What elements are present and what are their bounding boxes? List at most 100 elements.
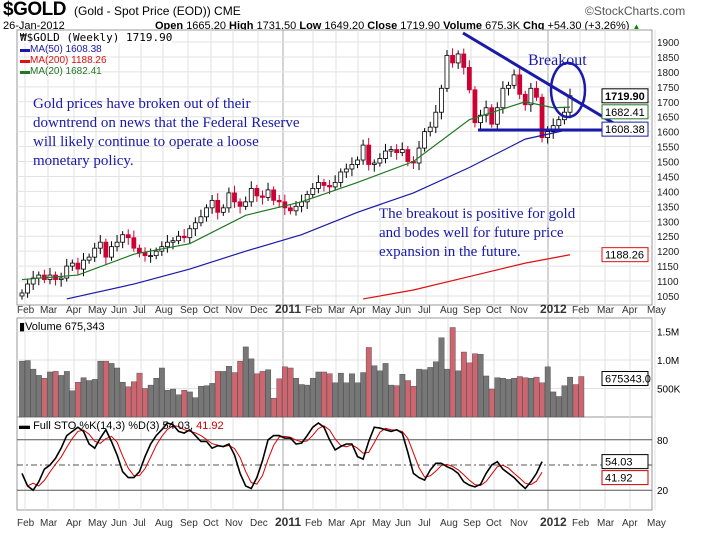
y-tick-label: 1150 (657, 262, 679, 273)
volume-bar (304, 384, 311, 418)
volume-label: Volume (443, 20, 483, 32)
y-tick-label: 1300 (657, 217, 680, 228)
x-tick-label: Apr (66, 305, 82, 316)
x-tick-label: Oct (486, 305, 502, 316)
volume-bar (91, 379, 98, 418)
annotation-note-1: Gold prices have broken out of their dow… (33, 96, 300, 169)
x-tick-label: Dec (250, 305, 268, 316)
volume-bar (35, 375, 42, 418)
candle (338, 171, 344, 183)
candle (489, 107, 495, 125)
x-tick-label: Nov (225, 305, 243, 316)
candle (170, 240, 176, 243)
legend-ma20-text: MA(20) 1682.41 (30, 66, 102, 77)
candle (422, 131, 428, 149)
x-tick-label: Aug (440, 518, 458, 529)
sto-tick-label: 20 (657, 486, 669, 497)
candle (220, 207, 226, 213)
volume-bar (539, 382, 546, 418)
candle (58, 277, 64, 280)
volume-bar (153, 378, 160, 418)
x-tick-label: May (88, 518, 107, 529)
candle (483, 107, 489, 116)
volume-bar (192, 397, 199, 418)
volume-bar (377, 370, 383, 418)
close-value: 1719.90 (400, 20, 441, 32)
y-tick-label: 1700 (657, 98, 680, 109)
candle (394, 149, 400, 153)
x-tick-label: Dec (250, 518, 268, 529)
candle (204, 207, 209, 218)
volume-bar (354, 382, 361, 418)
volume-bar (315, 371, 322, 418)
x-tick-label: Jun (395, 518, 411, 529)
candle (366, 144, 372, 165)
volume-bar (455, 370, 462, 418)
candle (433, 111, 439, 128)
volume-bar (170, 388, 176, 418)
x-tick-label: Apr (622, 518, 638, 529)
x-tick-label: Apr (622, 305, 638, 316)
volume-bar (332, 382, 339, 418)
volume-bar (186, 391, 193, 418)
candle (405, 149, 411, 162)
volume-bar (41, 378, 48, 418)
volume-bar (220, 371, 227, 418)
x-tick-label: 2012 (540, 302, 567, 316)
y-tick-label: 1050 (657, 292, 680, 303)
exchange: CME (214, 4, 241, 18)
tag-sto-d: 41.92 (605, 473, 633, 485)
volume-bar (556, 396, 562, 418)
candle (517, 74, 523, 95)
x-tick-label: May (647, 518, 666, 529)
x-tick-label: Jun (111, 305, 127, 316)
candle (383, 150, 388, 159)
volume-bar (578, 376, 585, 418)
volume-bar (544, 366, 551, 418)
legend-ma200-text: MA(200) 1188.26 (30, 55, 107, 66)
volume-bar (19, 360, 25, 418)
candle (399, 149, 405, 153)
y-tick-label: 1550 (657, 143, 680, 154)
volume-bar (388, 384, 395, 418)
volume-bar (181, 390, 188, 418)
volume-bar (460, 351, 467, 418)
volume-bar (516, 376, 523, 418)
volume-bar (326, 373, 333, 418)
y-tick-label: 1400 (657, 187, 680, 198)
x-tick-label: Oct (203, 305, 219, 316)
candle (69, 262, 75, 267)
y-tick-label: 1200 (657, 247, 680, 258)
brand-link[interactable]: ©StockCharts.com (585, 4, 686, 18)
candle (198, 216, 204, 224)
legend-volume-text: Volume 675,343 (25, 321, 105, 333)
volume-bar (80, 377, 87, 418)
volume-bar (511, 378, 518, 418)
volume-bar (309, 378, 316, 418)
candle (360, 144, 366, 161)
volume-bar (142, 388, 149, 418)
candle (377, 158, 383, 164)
legend-volume: ▮Volume 675,343 (19, 321, 105, 334)
candle (355, 159, 360, 165)
y-tick-label: 1450 (657, 172, 680, 183)
x-tick-label: Sep (180, 518, 198, 529)
tag-close: 1719.90 (605, 91, 645, 103)
candle (265, 189, 271, 198)
y-tick-label: 1350 (657, 202, 680, 213)
candle (282, 201, 288, 209)
candle (109, 246, 114, 258)
x-tick-label: Nov (510, 305, 528, 316)
x-tick-label: Aug (155, 518, 173, 529)
volume-bar (522, 377, 529, 418)
ma200-line (362, 254, 571, 300)
candle (478, 114, 483, 124)
candle (315, 182, 321, 189)
name: (Gold - Spot Price (EOD)) (74, 4, 211, 18)
volume-bar (198, 386, 204, 418)
volume-tick-label: 500K (657, 385, 681, 396)
x-tick-label: Jul (133, 518, 146, 529)
candle (327, 185, 332, 188)
x-tick-label: Aug (440, 305, 458, 316)
x-tick-label: Oct (486, 518, 502, 529)
